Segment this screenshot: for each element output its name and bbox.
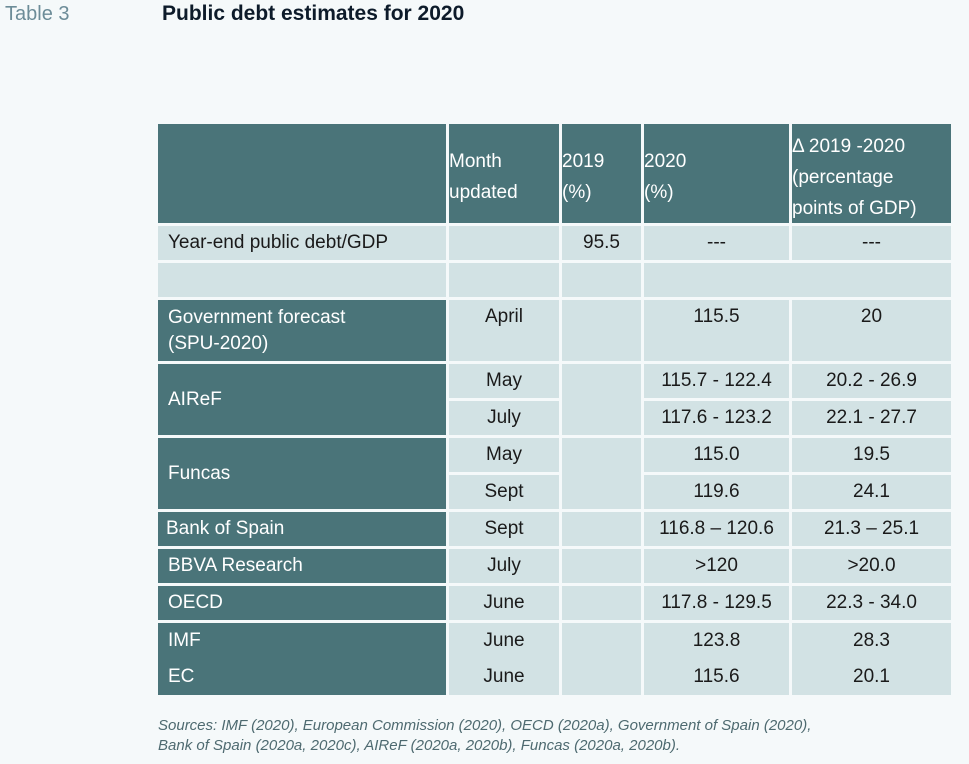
cell-bos-2020: 116.8 – 120.6 [644, 512, 789, 546]
table-title: Public debt estimates for 2020 [162, 2, 465, 25]
header-month-line2: updated [449, 182, 518, 203]
cell-oecd-month: June [449, 586, 559, 620]
cell-yearend-2019: 95.5 [562, 226, 641, 260]
cell-gov-delta: 20 [792, 300, 951, 361]
row-label-ec: EC [168, 666, 195, 687]
row-label-bbva-research: BBVA Research [158, 549, 446, 583]
cell-bos-delta: 21.3 – 25.1 [792, 512, 951, 546]
header-2020: 2020 (%) [644, 124, 789, 223]
cell-funcas-2019 [562, 438, 641, 509]
row-label-yearend: Year-end public debt/GDP [158, 226, 446, 260]
cell-funcas-month-2: Sept [449, 475, 559, 509]
row-label-funcas: Funcas [158, 438, 446, 509]
sources-line1: Sources: IMF (2020), European Commission… [158, 717, 812, 734]
cell-gov-2019 [562, 300, 641, 361]
cell-yearend-2020: --- [644, 226, 789, 260]
cell-airef-2020-2: 117.6 - 123.2 [644, 401, 789, 435]
cell-funcas-month-1: May [449, 438, 559, 472]
cell-funcas-delta-2: 24.1 [792, 475, 951, 509]
header-delta: Δ 2019 -2020 (percentage points of GDP) [792, 124, 951, 223]
cell-imf-ec-2020: 123.8 115.6 [644, 623, 789, 695]
cell-imf-ec-2019 [562, 623, 641, 695]
row-label-oecd: OECD [158, 586, 446, 620]
cell-imf-month: June [483, 630, 525, 651]
header-2019: 2019 (%) [562, 124, 641, 223]
header-2020-line2: (%) [644, 182, 674, 203]
header-delta-line1: Δ 2019 -2020 [792, 135, 906, 157]
row-label-imf-ec: IMF EC [158, 623, 446, 695]
cell-oecd-2019 [562, 586, 641, 620]
cell-bbva-2020: >120 [644, 549, 789, 583]
cell-ec-delta: 20.1 [853, 666, 890, 687]
cell-gov-month: April [449, 300, 559, 361]
cell-oecd-delta: 22.3 - 34.0 [792, 586, 951, 620]
cell-airef-month-2: July [449, 401, 559, 435]
cell-airef-delta-1: 20.2 - 26.9 [792, 364, 951, 398]
gov-label-line2: (SPU-2020) [168, 332, 269, 354]
row-label-imf: IMF [168, 630, 201, 651]
blank-row-cell [449, 263, 559, 297]
row-label-airef: AIReF [158, 364, 446, 435]
cell-ec-month: June [483, 666, 525, 687]
header-month-updated: Month updated [449, 124, 559, 223]
header-2020-line1: 2020 [644, 151, 687, 172]
cell-imf-delta: 28.3 [853, 630, 890, 651]
cell-bos-2019 [562, 512, 641, 546]
header-corner-cell [158, 124, 446, 223]
cell-bos-month: Sept [449, 512, 559, 546]
cell-ec-2020: 115.6 [693, 666, 740, 687]
cell-gov-2020: 115.5 [644, 300, 789, 361]
cell-yearend-month [449, 226, 559, 260]
header-month-line1: Month [449, 151, 502, 172]
sources-line2: Bank of Spain (2020a, 2020c), AIReF (202… [158, 737, 681, 754]
cell-yearend-delta: --- [792, 226, 951, 260]
gov-label-line1: Government forecast [168, 306, 346, 328]
table-number-label: Table 3 [5, 3, 70, 25]
row-label-government-forecast: Government forecast (SPU-2020) [158, 300, 446, 361]
sources-note: Sources: IMF (2020), European Commission… [158, 716, 811, 756]
cell-funcas-2020-1: 115.0 [644, 438, 789, 472]
cell-imf-ec-delta: 28.3 20.1 [792, 623, 951, 695]
blank-row-cell [562, 263, 641, 297]
cell-funcas-delta-1: 19.5 [792, 438, 951, 472]
public-debt-table: Month updated 2019 (%) 2020 (%) Δ 2019 -… [158, 124, 951, 695]
header-2019-line1: 2019 [562, 151, 605, 172]
header-2019-line2: (%) [562, 182, 592, 203]
cell-funcas-2020-2: 119.6 [644, 475, 789, 509]
blank-row-cell [644, 263, 951, 297]
header-delta-line3: points of GDP) [792, 197, 917, 219]
cell-airef-delta-2: 22.1 - 27.7 [792, 401, 951, 435]
cell-airef-month-1: May [449, 364, 559, 398]
cell-airef-2019 [562, 364, 641, 435]
cell-bbva-delta: >20.0 [792, 549, 951, 583]
cell-bbva-month: July [449, 549, 559, 583]
cell-airef-2020-1: 115.7 - 122.4 [644, 364, 789, 398]
cell-imf-2020: 123.8 [692, 630, 741, 651]
cell-oecd-2020: 117.8 - 129.5 [644, 586, 789, 620]
header-delta-line2: (percentage [792, 166, 894, 188]
row-label-bank-of-spain: Bank of Spain [158, 512, 446, 546]
blank-row-cell [158, 263, 446, 297]
cell-imf-ec-month: June June [449, 623, 559, 695]
cell-bbva-2019 [562, 549, 641, 583]
